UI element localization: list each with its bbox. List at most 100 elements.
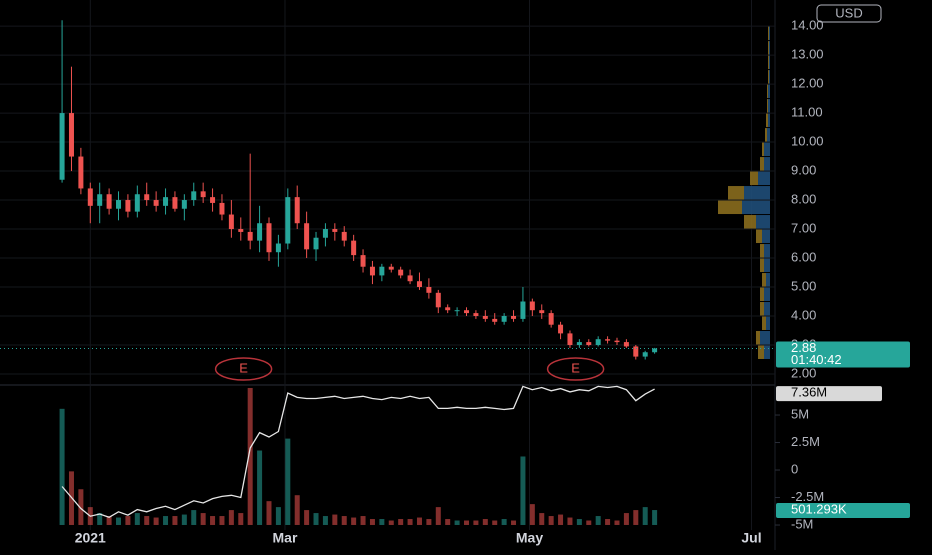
profile-up [769,70,770,84]
candle-body [520,301,526,319]
profile-down [760,287,764,302]
candle-body [642,352,648,357]
candle-body [238,229,244,232]
volume-bar [351,517,357,525]
profile-up [764,157,770,171]
earnings-label: E [239,360,248,375]
volume-bar [266,501,272,525]
last-price-tag [776,341,910,368]
y2-tick-label: -2.5M [791,489,824,504]
volume-bar [576,519,582,525]
volume-bar [464,520,470,525]
profile-down [756,330,760,345]
candle-body [200,191,206,198]
y-tick-label: 8.00 [791,191,816,206]
candle-body [163,197,169,206]
profile-up [756,215,770,229]
candle-body [501,316,507,322]
volume-bar [228,510,234,525]
volume-bar [595,516,601,525]
candle-body [266,223,272,253]
earnings-label: E [571,360,580,375]
y-tick-label: 10.00 [791,133,824,148]
volume-bar [257,450,263,525]
candle-body [125,200,131,212]
profile-up [764,302,770,316]
volume-bar [59,408,65,525]
profile-down [768,70,769,84]
x-tick-label: May [516,530,543,546]
profile-up [764,287,770,302]
candle-body [153,200,159,206]
volume-bar [219,516,225,525]
volume-bar [492,520,498,525]
y-tick-label: 9.00 [791,162,816,177]
volume-bar [398,519,404,525]
candle-body [257,223,263,241]
profile-down [768,55,769,70]
candle-body [360,255,366,267]
volume-bar [322,516,328,525]
volume-bar [482,519,488,525]
volume-bar [511,520,517,525]
y-tick-label: 14.00 [791,18,824,33]
candle-body [322,229,328,238]
y2-tick-label: 0 [791,461,798,476]
candle-body [144,194,150,201]
profile-up [764,258,770,273]
volume-bar [416,517,422,525]
profile-down [760,157,764,171]
indicator-last-label: 7.36M [791,385,827,400]
profile-up [764,244,770,258]
candle-body [379,266,385,276]
profile-up [769,41,770,55]
profile-down [750,171,758,186]
currency: USD [835,5,862,20]
profile-up [767,128,770,142]
volume-bar [379,519,385,525]
y-tick-label: 11.00 [791,105,823,120]
candle-body [388,266,394,270]
candle-body [482,316,488,319]
candle-body [567,333,573,345]
candle-body [191,191,197,201]
volume-bar [144,516,150,525]
volume-bar [191,510,197,525]
volume-last-label: 501.293K [791,501,847,516]
candle-body [623,342,629,347]
candle-body [586,342,592,345]
candle-body [285,197,291,244]
candle-body [633,346,639,357]
y-tick-label: 13.00 [791,47,824,62]
profile-down [760,244,764,258]
volume-bar [388,520,394,525]
volume-bar [332,514,338,525]
profile-down [760,258,764,273]
volume-bar [454,520,460,525]
profile-up [768,84,770,99]
candle-body [464,310,470,314]
candle-body [445,307,451,311]
profile-down [718,200,742,215]
profile-up [762,229,770,244]
volume-bar [172,516,178,525]
currency-box [816,4,882,23]
y2-tick-label: -5M [791,516,813,531]
volume-bar [106,516,112,525]
countdown: 01:40:42 [791,352,842,367]
volume-bar [247,387,253,525]
profile-up [758,171,770,186]
candle-body [426,287,432,293]
volume-bar [586,520,592,525]
candle-body [351,240,357,256]
volume-bar [313,513,319,525]
volume-bar [238,513,244,525]
volume-bar [275,507,281,525]
volume-bar [623,513,629,525]
volume-bar [567,517,573,525]
profile-down [767,99,768,113]
candle-body [435,292,441,308]
volume-bar [360,516,366,525]
candle-body [172,197,178,209]
volume-bar [181,514,187,525]
